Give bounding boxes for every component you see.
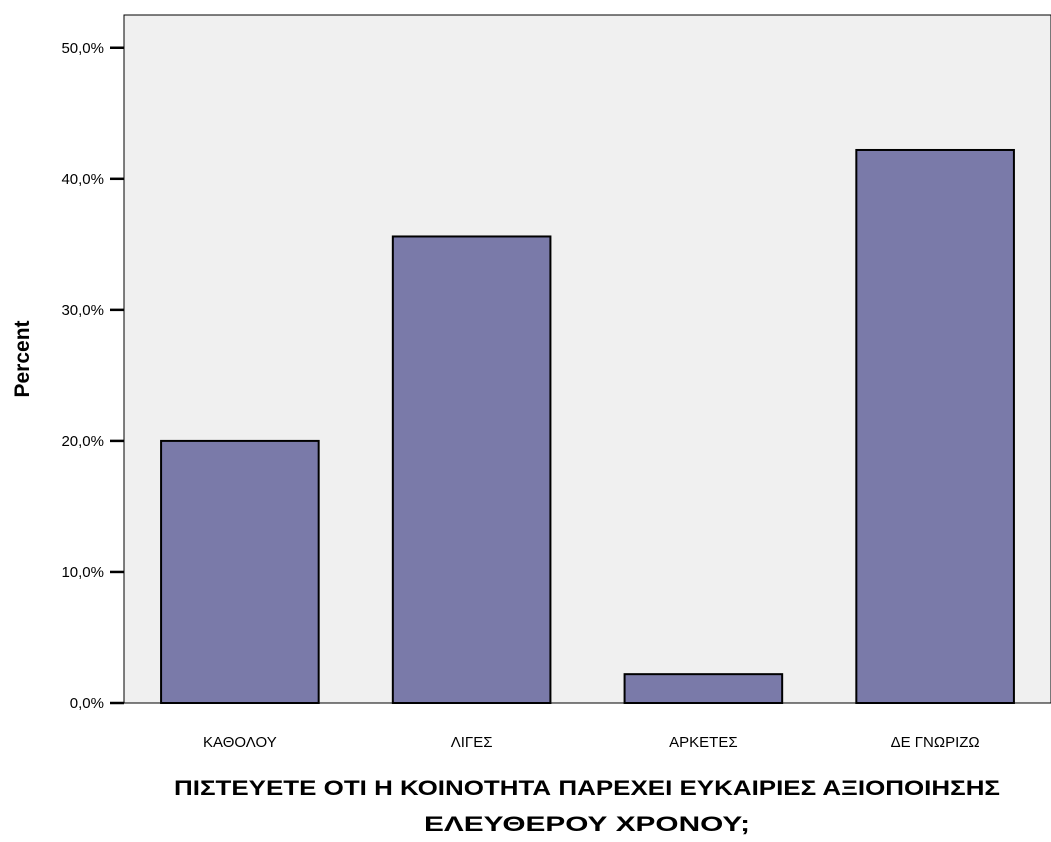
y-ticks-group: 0,0% 10,0% 20,0% 30,0% 40,0% 50,0%	[61, 40, 124, 712]
y-tick-label: 30,0%	[61, 302, 104, 319]
y-tick-label: 10,0%	[61, 564, 104, 581]
bar-4	[855, 148, 1015, 704]
x-category-label: ΔΕ ΓΝΩΡΙΖΩ	[891, 734, 980, 751]
y-tick-label: 0,0%	[70, 695, 104, 712]
x-labels-group: ΚΑΘΟΛΟΥ ΛΙΓΕΣ ΑΡΚΕΤΕΣ ΔΕ ΓΝΩΡΙΖΩ	[203, 734, 980, 751]
y-tick-label: 50,0%	[61, 40, 104, 57]
y-axis-title: Percent	[11, 320, 34, 397]
bar-3	[623, 673, 784, 704]
x-category-label: ΛΙΓΕΣ	[451, 734, 493, 751]
bars-group	[160, 148, 1015, 704]
bar-1	[160, 439, 320, 704]
x-axis-title-line-1: ΠΙΣΤΕΥΕΤΕ ΟΤΙ Η ΚΟΙΝΟΤΗΤΑ ΠΑΡΕΧΕΙ ΕΥΚΑΙΡ…	[174, 777, 1000, 800]
x-axis-title-line-2: ΕΛΕΥΘΕΡΟΥ ΧΡΟΝΟΥ;	[424, 813, 750, 836]
bar-2	[391, 235, 552, 704]
x-category-label: ΚΑΘΟΛΟΥ	[203, 734, 277, 751]
y-tick-label: 20,0%	[61, 433, 104, 450]
x-category-label: ΑΡΚΕΤΕΣ	[669, 734, 737, 751]
y-tick-label: 40,0%	[61, 171, 104, 188]
